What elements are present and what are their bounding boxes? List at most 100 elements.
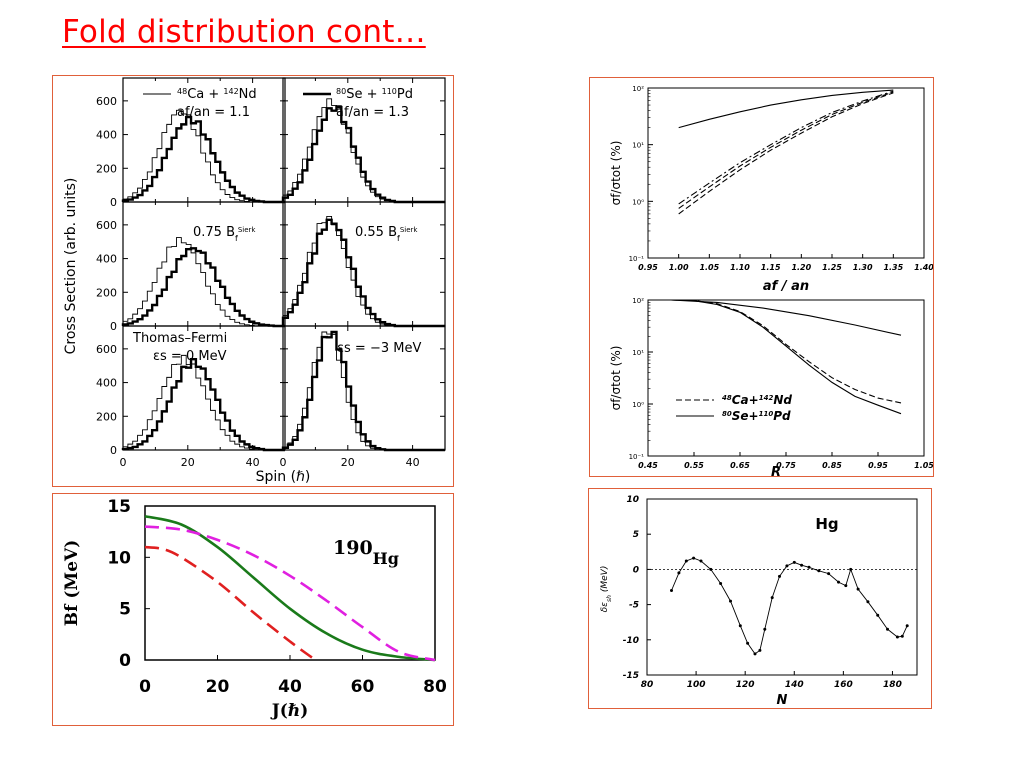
x-tick-label: 40 — [278, 677, 302, 697]
cross-section-chart: 0.95 1.00 1.05 1.10 1.15 1.20 1.25 1.30 1.35 1.40… — [609, 85, 933, 476]
y-tick-label: 0 — [110, 320, 117, 333]
plot-frame — [646, 498, 918, 676]
x-axis-label-2: R — [771, 465, 781, 476]
shell-series-point — [849, 567, 853, 571]
x-axis-label-1: af / an — [763, 279, 809, 294]
x-tick-label: 0 — [120, 456, 127, 469]
subplot-frame — [122, 201, 286, 327]
y-tick-label: -5 — [629, 601, 639, 611]
shell-series-point — [800, 563, 804, 567]
x-tick-label: 100 — [687, 680, 706, 690]
x-tick-label: 1.00 — [669, 263, 689, 272]
thin-histogram — [122, 354, 285, 451]
y-tick-label: 0 — [633, 565, 639, 575]
x-tick-label: 60 — [351, 677, 375, 697]
x-tick-label: 20 — [341, 456, 355, 469]
x-tick-label: 0.75 — [776, 461, 796, 470]
shell-series-point — [753, 652, 757, 656]
y-tick-label: 600 — [96, 219, 117, 232]
y-axis-label: σf/σtot (%) — [609, 141, 623, 206]
y-tick-label: 200 — [96, 286, 117, 299]
series-line-2 — [678, 92, 894, 215]
plot-frame-1 — [647, 87, 925, 259]
y-axis-label: Bf (MeV) — [62, 540, 82, 627]
x-tick-label: 20 — [206, 677, 230, 697]
subplot-label-2: af/an = 1.3 — [336, 105, 409, 120]
shell-series-point — [677, 571, 681, 575]
x-tick-label: 1.30 — [853, 263, 873, 272]
thick-histogram — [281, 330, 445, 452]
series-line-3 — [678, 90, 894, 205]
element-annotation: Hg — [815, 515, 838, 533]
x-tick-label: 80 — [641, 680, 654, 690]
series-line-0 — [670, 299, 902, 404]
slide-title: Fold distribution cont… — [62, 14, 426, 50]
y-tick-label: 5 — [119, 600, 131, 620]
shell-series-point — [763, 627, 767, 631]
x-tick-label: 0 — [280, 456, 287, 469]
shell-series-point — [844, 584, 848, 588]
x-tick-label: 140 — [785, 680, 804, 690]
x-tick-label: 160 — [834, 680, 853, 690]
y-tick-label: 400 — [96, 253, 117, 266]
shell-series-point — [719, 582, 723, 585]
shell-series-point — [807, 565, 811, 569]
shell-series-point — [876, 613, 880, 617]
shell-series-line — [671, 557, 908, 655]
thick-histogram — [121, 358, 285, 452]
subplot-label-5-top: Thomas–Fermi — [132, 331, 227, 346]
x-tick-label: 80 — [423, 677, 447, 697]
y-tick-label: 10² — [632, 85, 644, 93]
shell-series-point — [785, 564, 789, 568]
y-tick-label: 10 — [626, 495, 639, 505]
y-tick-label: -15 — [623, 671, 639, 681]
shell-series-point — [778, 574, 781, 578]
series-line-1 — [670, 299, 902, 415]
y-tick-label: 0 — [110, 444, 117, 457]
y-tick-label: 400 — [96, 377, 117, 390]
y-tick-label: -10 — [623, 636, 639, 646]
barrier-chart: 0 20 40 60 80 0 5 10 15 190Hg J(ℏ) Bf (MeV) — [62, 497, 447, 721]
x-tick-label: 120 — [736, 680, 755, 690]
y-tick-label: 400 — [96, 129, 117, 142]
thin-histogram — [122, 237, 285, 327]
shell-series-point — [746, 641, 750, 645]
subplot-frame — [282, 325, 446, 451]
series-line-1 — [678, 91, 894, 209]
x-tick-label: 0 — [139, 677, 151, 697]
x-tick-label: 1.15 — [761, 263, 781, 272]
y-tick-label: 600 — [96, 343, 117, 356]
x-tick-label: 0.95 — [638, 263, 658, 272]
y-tick-label: 10¹ — [632, 142, 644, 150]
x-tick-label: 1.05 — [914, 461, 933, 470]
shell-series-point — [895, 635, 899, 639]
y-tick-label: 10¹ — [632, 349, 644, 357]
shell-series-point — [886, 627, 889, 631]
x-tick-label: 0.85 — [822, 461, 842, 470]
barrier-series-0 — [144, 514, 436, 662]
y-tick-label: 10⁻¹ — [629, 255, 645, 263]
x-tick-label: 0.55 — [684, 461, 704, 470]
legend-label-0: 48Ca+142Nd — [722, 393, 792, 407]
y-tick-label: 200 — [96, 162, 117, 175]
shell-series-point — [692, 556, 696, 560]
shell-series-point — [729, 599, 732, 603]
x-axis-label: J(ℏ) — [270, 701, 309, 721]
x-tick-label: 180 — [883, 680, 902, 690]
shell-series-point — [900, 634, 904, 638]
y-tick-label: 10² — [632, 297, 644, 305]
x-tick-label: 0.95 — [868, 461, 888, 470]
x-tick-label: 0.65 — [730, 461, 750, 470]
thin-histogram — [122, 109, 285, 203]
y-tick-label: 600 — [96, 95, 117, 108]
x-axis-label: Spin (ℏ) — [256, 469, 311, 485]
thick-histogram — [121, 247, 285, 328]
x-axis-label: N — [777, 693, 788, 708]
y-tick-label: 200 — [96, 410, 117, 423]
y-axis-label: δεsh (MeV) — [600, 566, 613, 613]
shell-series-point — [827, 572, 831, 576]
reaction-label-2: 80Se + 110Pd — [336, 87, 413, 103]
subplot-label-5: εs = 0 MeV — [153, 349, 227, 364]
histogram-panel: 0 200 400 600 0 200 400 600 0 200 400 600 48Ca + 142… — [52, 75, 454, 487]
